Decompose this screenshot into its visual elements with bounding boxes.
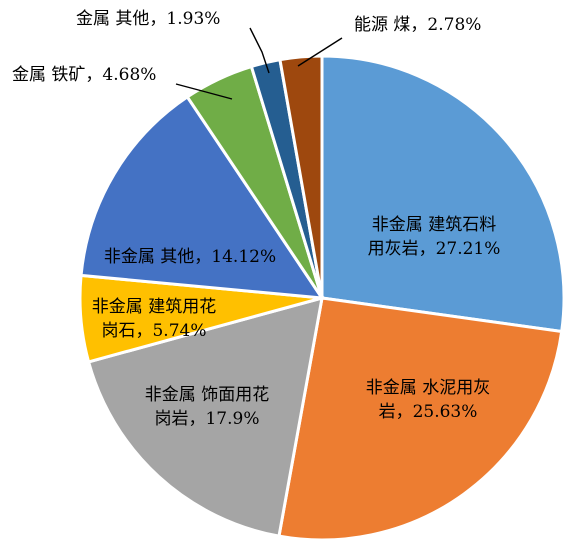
leader-line <box>249 27 270 74</box>
leader-line <box>297 37 343 67</box>
slice-labels: 非金属 建筑石料用灰岩，27.21% 非金属 水泥用灰岩，25.63% 非金属 饰面… <box>12 9 500 429</box>
slice-label: 非金属 水泥用灰岩，25.63% <box>366 378 490 422</box>
pie-slice <box>86 295 324 538</box>
leader-line <box>175 83 233 100</box>
pie-slice <box>278 54 324 299</box>
pie-slices <box>78 54 566 542</box>
pie-slice <box>320 54 566 334</box>
slice-label: 非金属 建筑用花岗石，5.74% <box>92 297 216 341</box>
slice-label: 非金属 建筑石料用灰岩，27.21% <box>368 215 501 259</box>
slice-label: 非金属 饰面用花岗岩，17.9% <box>145 385 269 429</box>
pie-slice <box>277 296 564 542</box>
slice-label: 金属 其他，1.93% <box>76 9 220 29</box>
slice-label: 金属 铁矿，4.68% <box>12 65 156 85</box>
slice-label: 非金属 其他，14.12% <box>104 247 276 267</box>
leader-lines <box>175 27 343 100</box>
slice-label: 能源 煤，2.78% <box>354 15 481 35</box>
pie-slice <box>79 94 326 300</box>
